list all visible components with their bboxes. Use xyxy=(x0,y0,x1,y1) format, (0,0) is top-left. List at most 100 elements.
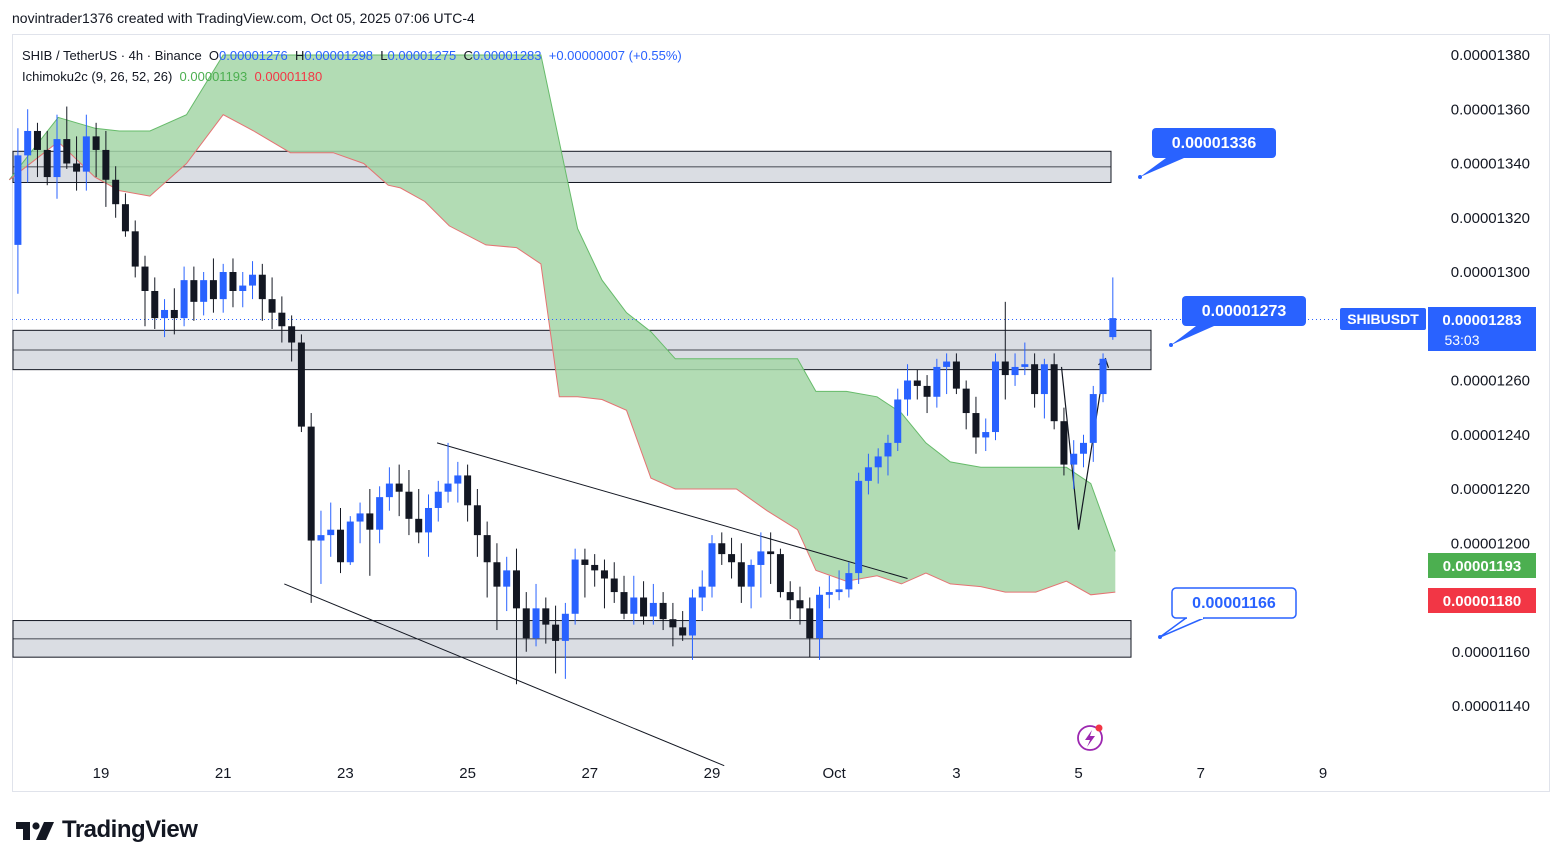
candle-body xyxy=(610,578,618,593)
candle xyxy=(737,543,745,603)
candle xyxy=(522,592,530,652)
tradingview-logo[interactable]: TradingView xyxy=(14,816,198,844)
candle-body xyxy=(454,475,462,484)
candle xyxy=(1079,434,1087,468)
candle xyxy=(532,583,540,647)
chart-frame[interactable] xyxy=(12,34,1550,792)
callout-anchor xyxy=(1138,175,1142,179)
candle-body xyxy=(679,627,687,636)
candle-body xyxy=(747,564,755,587)
candle-body xyxy=(395,483,403,492)
candle xyxy=(835,570,843,601)
candle-body xyxy=(219,272,227,300)
candle-body xyxy=(571,559,579,614)
candle xyxy=(1031,353,1039,408)
candle-body xyxy=(532,608,540,639)
candle xyxy=(131,220,139,278)
candle xyxy=(444,442,452,503)
candle-body xyxy=(239,285,247,291)
candle xyxy=(415,489,423,544)
candle xyxy=(923,375,931,414)
candle xyxy=(43,130,51,186)
candle-body xyxy=(1099,358,1107,395)
candle-body xyxy=(493,562,501,587)
candle xyxy=(796,586,804,625)
candle xyxy=(718,532,726,565)
candle-body xyxy=(708,543,716,587)
callout-box xyxy=(1182,296,1306,326)
candle xyxy=(141,255,149,327)
candle-body xyxy=(1040,364,1048,395)
candle-body xyxy=(33,130,41,150)
candle-body xyxy=(552,624,560,641)
candle-body xyxy=(1021,364,1029,367)
candle xyxy=(151,277,159,329)
candle xyxy=(913,369,921,400)
candle xyxy=(542,597,550,644)
trendline xyxy=(284,583,725,767)
candle-body xyxy=(200,280,208,302)
candle xyxy=(356,502,364,544)
span-b-line xyxy=(8,114,1116,596)
candle xyxy=(33,122,41,178)
candle xyxy=(1001,301,1009,400)
candle xyxy=(73,136,81,191)
chart-legend: SHIB / TetherUS · 4h · Binance O0.000012… xyxy=(22,45,682,87)
legend-low-label: L xyxy=(380,48,388,63)
candle xyxy=(82,114,90,191)
candle xyxy=(816,586,824,660)
candle xyxy=(190,266,198,321)
candle xyxy=(698,570,706,612)
candle-body xyxy=(288,326,296,343)
candle-body xyxy=(1050,364,1058,422)
candle-body xyxy=(327,529,335,536)
candle xyxy=(708,535,716,598)
candle-body xyxy=(640,597,648,617)
candle xyxy=(112,166,120,218)
ichimoku-b-badge: 0.00001180 xyxy=(1428,588,1536,613)
price-tick-label: 0.00001200 xyxy=(1451,535,1530,552)
candle-body xyxy=(864,467,872,481)
time-tick-label: 9 xyxy=(1319,765,1327,782)
candle xyxy=(1060,407,1068,476)
candle-body xyxy=(992,361,1000,433)
candle xyxy=(825,575,833,609)
candle xyxy=(307,413,315,603)
candle-body xyxy=(669,619,677,628)
legend-low: 0.00001275 xyxy=(387,48,457,63)
candle-body xyxy=(366,513,374,530)
candle-body xyxy=(767,551,775,555)
candle xyxy=(864,453,872,495)
time-axis: 19 21 23 25 27 29 Oct 3 5 7 9 xyxy=(93,765,1328,782)
lightning-icon[interactable] xyxy=(1077,724,1103,751)
candle xyxy=(874,448,882,484)
candle xyxy=(337,507,345,574)
candle xyxy=(688,589,696,660)
candle xyxy=(503,556,511,612)
candle-body xyxy=(688,597,696,636)
bar-countdown: 53:03 xyxy=(1444,332,1479,348)
candle-body xyxy=(258,274,266,300)
candle-body xyxy=(923,385,931,397)
candle-body xyxy=(1109,318,1117,338)
candle xyxy=(855,472,863,584)
candle xyxy=(366,489,374,576)
candle-body xyxy=(190,280,198,302)
time-tick-label: 27 xyxy=(581,765,598,782)
candle xyxy=(659,592,667,631)
candle xyxy=(24,109,32,183)
time-tick-label: 21 xyxy=(215,765,232,782)
candle xyxy=(170,288,178,335)
candle xyxy=(884,434,892,476)
candle xyxy=(933,358,941,408)
candle xyxy=(600,559,608,609)
candle xyxy=(610,562,618,603)
span-a-line xyxy=(8,54,1116,552)
candle-body xyxy=(952,361,960,389)
candle xyxy=(424,494,432,557)
candle xyxy=(161,299,169,338)
candle-body xyxy=(415,518,423,533)
candle xyxy=(473,489,481,557)
candle-body xyxy=(209,280,217,300)
